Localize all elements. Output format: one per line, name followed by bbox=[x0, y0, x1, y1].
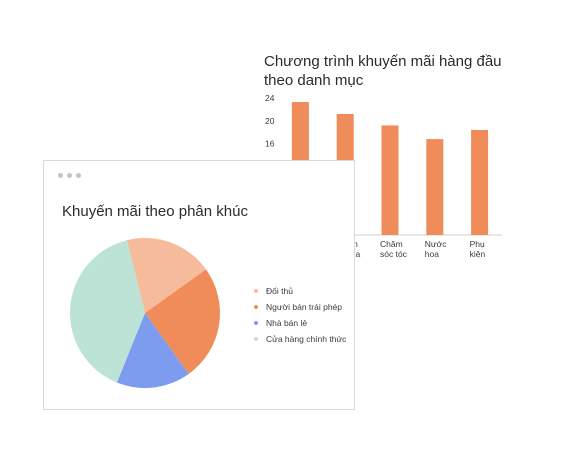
x-tick-label: Phụ bbox=[470, 239, 485, 249]
legend-item: Người bán trái phép bbox=[254, 299, 346, 315]
legend-item: Đối thủ bbox=[254, 283, 346, 299]
pie-slice bbox=[70, 240, 145, 383]
bar-chart-title: Chương trình khuyến mãi hàng đầu theo da… bbox=[264, 52, 534, 90]
bar bbox=[471, 129, 489, 235]
dot bbox=[76, 173, 81, 178]
bar-chart-title-line2: theo danh mục bbox=[264, 72, 364, 89]
x-tick-label: Nước bbox=[425, 239, 447, 249]
y-tick-label: 16 bbox=[265, 139, 275, 149]
dot bbox=[58, 173, 63, 178]
pie-chart-card: Khuyến mãi theo phân khúc Đối thủ Người b… bbox=[43, 160, 355, 410]
bar bbox=[381, 125, 399, 235]
legend-label: Nhà bán lẻ bbox=[266, 318, 308, 328]
x-tick-label: kiện bbox=[470, 249, 486, 259]
pie-slice bbox=[126, 238, 206, 313]
legend-swatch bbox=[254, 337, 258, 341]
legend-label: Người bán trái phép bbox=[266, 302, 343, 312]
window-dots-icon bbox=[58, 173, 81, 178]
x-tick-label: hoa bbox=[425, 249, 439, 259]
pie-chart bbox=[70, 238, 220, 388]
legend-swatch bbox=[254, 321, 258, 325]
legend-swatch bbox=[254, 305, 258, 309]
pie-slice bbox=[116, 313, 189, 388]
legend-label: Đối thủ bbox=[266, 286, 293, 296]
dot bbox=[67, 173, 72, 178]
legend-item: Nhà bán lẻ bbox=[254, 315, 346, 331]
legend-swatch bbox=[254, 289, 258, 293]
legend-item: Cửa hàng chính thức bbox=[254, 331, 346, 347]
x-tick-label: sóc tóc bbox=[380, 249, 408, 259]
y-tick-label: 20 bbox=[265, 116, 275, 126]
pie-slice bbox=[145, 269, 220, 374]
bar bbox=[426, 139, 444, 235]
pie-chart-title: Khuyến mãi theo phân khúc bbox=[62, 203, 248, 220]
pie-legend: Đối thủ Người bán trái phép Nhà bán lẻ Cửa … bbox=[254, 283, 346, 347]
x-tick-label: Chăm bbox=[380, 239, 403, 249]
legend-label: Cửa hàng chính thức bbox=[266, 334, 347, 344]
bar-chart-title-line1: Chương trình khuyến mãi hàng đầu bbox=[264, 53, 502, 70]
y-tick-label: 24 bbox=[265, 93, 275, 103]
